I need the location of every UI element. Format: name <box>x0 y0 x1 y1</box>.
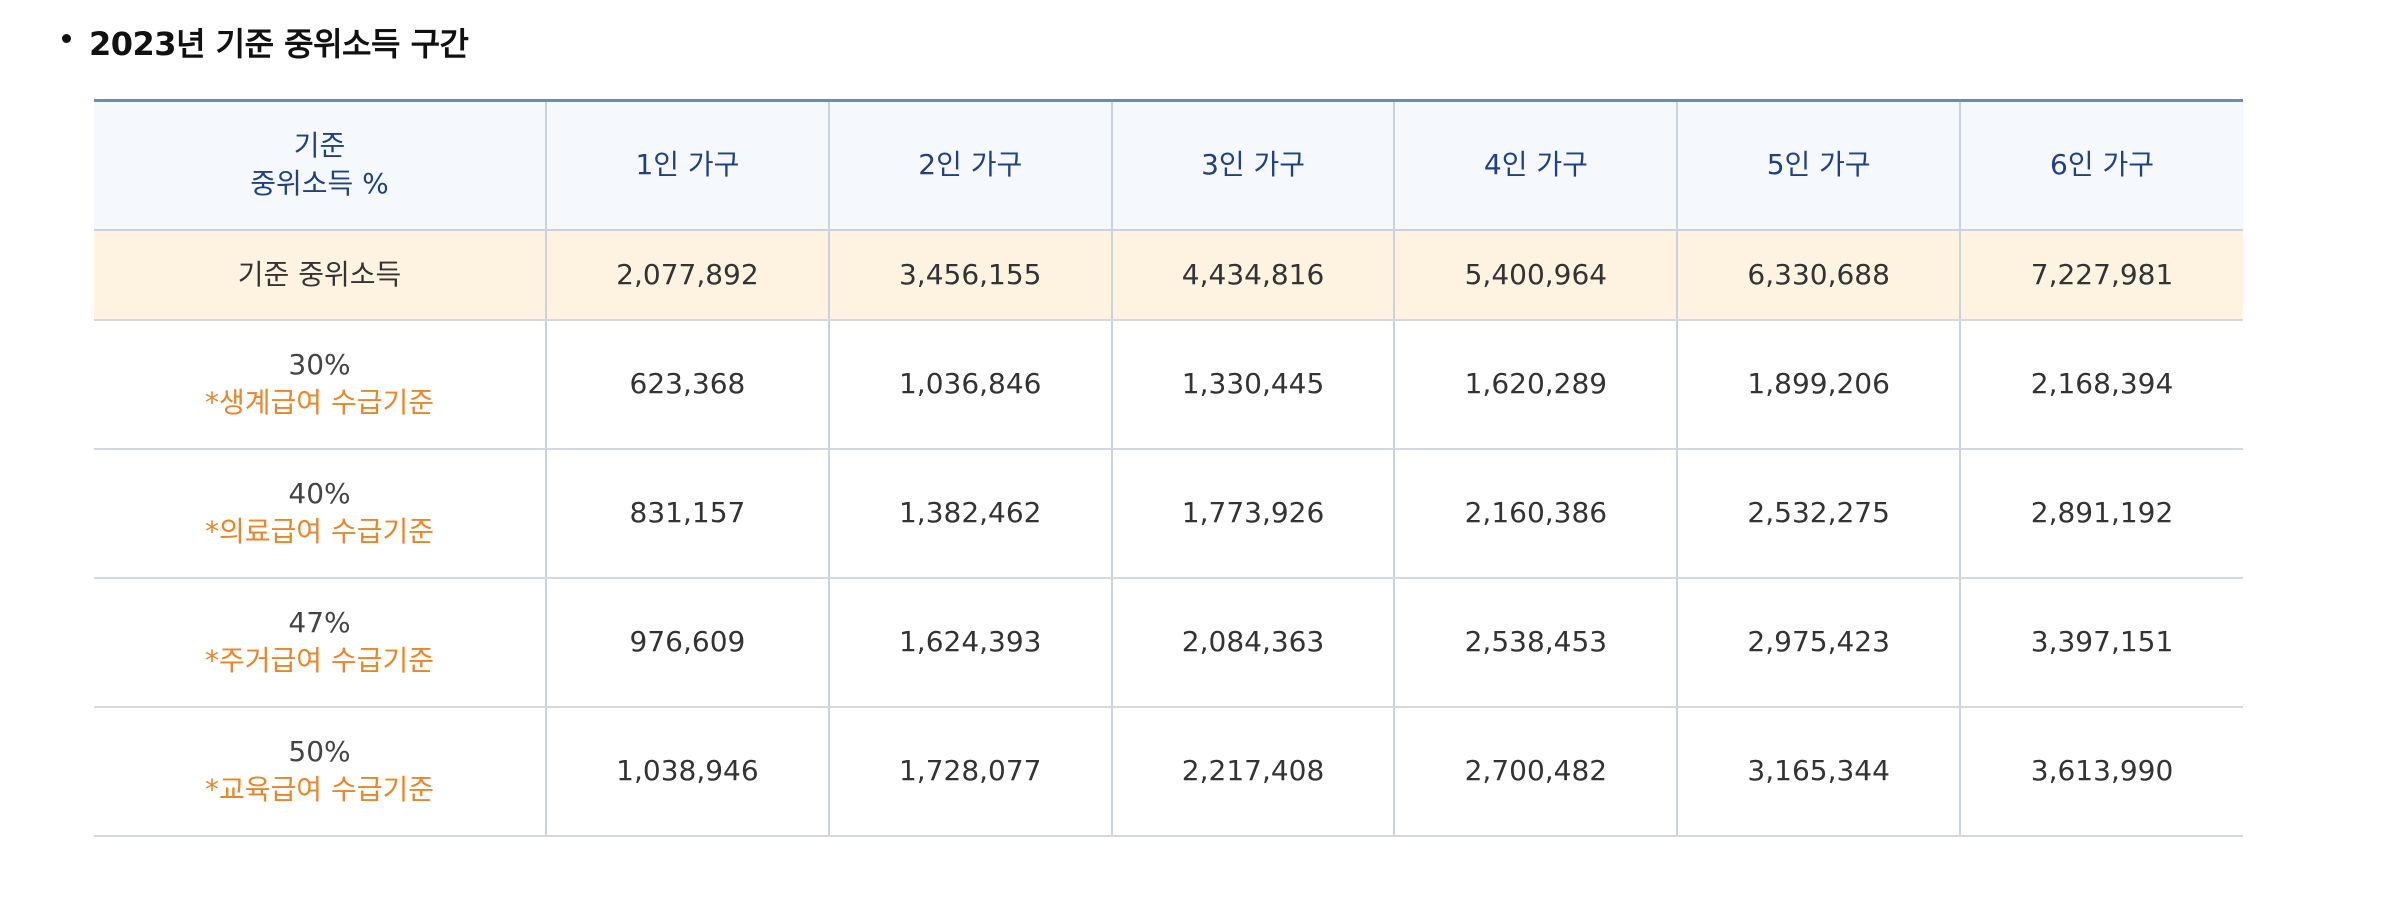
table-cell: 2,077,892 <box>545 229 829 321</box>
table-row: 47% *주거급여 수급기준 976,609 1,624,393 2,084,3… <box>94 577 2243 708</box>
bullet-icon <box>62 33 71 43</box>
header-cell-2person: 2인 가구 <box>827 99 1112 231</box>
table-cell: 2,084,363 <box>1110 577 1395 708</box>
table-cell: 5,400,964 <box>1393 229 1678 321</box>
row-note: *생계급여 수급기준 <box>205 386 434 419</box>
table-cell: 2,168,394 <box>1959 319 2243 450</box>
row-label-cell: 50% *교육급여 수급기준 <box>94 706 547 837</box>
table-cell: 2,891,192 <box>1959 448 2243 579</box>
header-cell-3person: 3인 가구 <box>1110 99 1395 231</box>
median-income-table: 기준 중위소득 % 1인 가구 2인 가구 3인 가구 4인 가구 5인 가구 … <box>94 99 2243 837</box>
table-cell: 4,434,816 <box>1110 229 1395 321</box>
table-cell: 2,532,275 <box>1676 448 1961 579</box>
row-note: *의료급여 수급기준 <box>205 515 434 548</box>
table-header-row: 기준 중위소득 % 1인 가구 2인 가구 3인 가구 4인 가구 5인 가구 … <box>94 99 2243 231</box>
table-cell: 6,330,688 <box>1676 229 1961 321</box>
header-percent-line2: 중위소득 % <box>250 167 389 201</box>
median-row-label: 기준 중위소득 <box>94 229 547 321</box>
row-note: *주거급여 수급기준 <box>205 644 434 677</box>
header-cell-6person: 6인 가구 <box>1959 99 2243 231</box>
header-cell-percent: 기준 중위소득 % <box>94 99 547 231</box>
table-cell: 2,700,482 <box>1393 706 1678 837</box>
row-percent: 47% <box>288 606 351 639</box>
table-cell: 976,609 <box>545 577 829 708</box>
table-cell: 1,330,445 <box>1110 319 1395 450</box>
table-cell: 1,382,462 <box>827 448 1112 579</box>
table-cell: 1,899,206 <box>1676 319 1961 450</box>
table-row: 50% *교육급여 수급기준 1,038,946 1,728,077 2,217… <box>94 706 2243 837</box>
table-cell: 1,624,393 <box>827 577 1112 708</box>
header-cell-4person: 4인 가구 <box>1393 99 1678 231</box>
row-percent: 40% <box>288 477 351 510</box>
table-cell: 1,773,926 <box>1110 448 1395 579</box>
row-label-cell: 30% *생계급여 수급기준 <box>94 319 547 450</box>
table-cell: 3,456,155 <box>827 229 1112 321</box>
header-cell-5person: 5인 가구 <box>1676 99 1961 231</box>
table-cell: 3,613,990 <box>1959 706 2243 837</box>
table-row: 40% *의료급여 수급기준 831,157 1,382,462 1,773,9… <box>94 448 2243 579</box>
header-percent-line1: 기준 <box>293 129 346 163</box>
table-cell: 1,728,077 <box>827 706 1112 837</box>
table-cell: 2,217,408 <box>1110 706 1395 837</box>
section-heading: 2023년 기준 중위소득 구간 <box>62 18 469 66</box>
table-cell: 3,165,344 <box>1676 706 1961 837</box>
median-income-row: 기준 중위소득 2,077,892 3,456,155 4,434,816 5,… <box>94 229 2243 321</box>
table-cell: 1,036,846 <box>827 319 1112 450</box>
row-label-cell: 47% *주거급여 수급기준 <box>94 577 547 708</box>
table-row: 30% *생계급여 수급기준 623,368 1,036,846 1,330,4… <box>94 319 2243 450</box>
row-label-cell: 40% *의료급여 수급기준 <box>94 448 547 579</box>
table-cell: 1,038,946 <box>545 706 829 837</box>
table-cell: 2,975,423 <box>1676 577 1961 708</box>
table-cell: 7,227,981 <box>1959 229 2243 321</box>
table-cell: 3,397,151 <box>1959 577 2243 708</box>
table-cell: 2,160,386 <box>1393 448 1678 579</box>
table-cell: 2,538,453 <box>1393 577 1678 708</box>
row-percent: 50% <box>288 735 351 768</box>
table-cell: 831,157 <box>545 448 829 579</box>
section-title: 2023년 기준 중위소득 구간 <box>89 25 469 63</box>
table-cell: 1,620,289 <box>1393 319 1678 450</box>
table-cell: 623,368 <box>545 319 829 450</box>
row-percent: 30% <box>288 348 351 381</box>
header-cell-1person: 1인 가구 <box>545 99 829 231</box>
row-note: *교육급여 수급기준 <box>205 773 434 806</box>
